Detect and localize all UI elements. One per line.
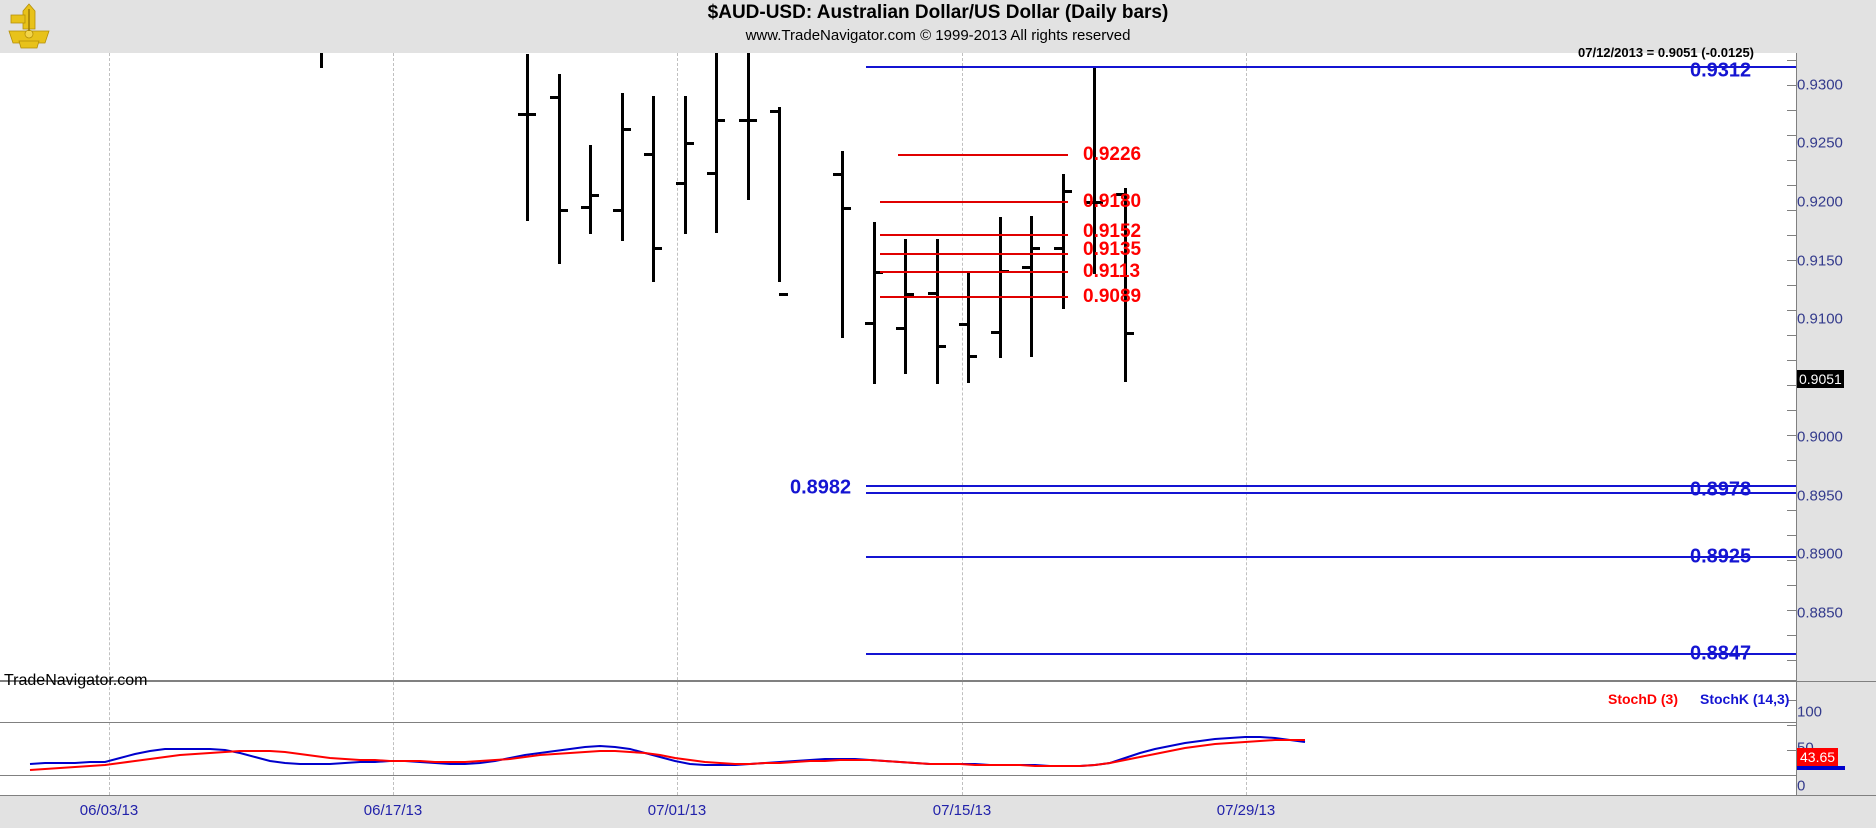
stoch-value-tag: 43.65 [1797, 748, 1839, 766]
stochastic-curves [29, 736, 1306, 771]
vgrid-0701 [677, 53, 678, 795]
stoch-k-legend: StochK (14,3) [1700, 691, 1790, 707]
blue-label-8982: 0.8982 [790, 476, 852, 499]
blue-label-8925: 0.8925 [1690, 545, 1752, 568]
price-tick-label: 0.8850 [1797, 604, 1843, 622]
resistance-line-9226 [898, 154, 1068, 156]
blue-line-8847 [866, 653, 1796, 655]
price-tick-label: 0.9000 [1797, 428, 1843, 446]
blue-label-8978: 0.8978 [1690, 478, 1752, 501]
stoch-tick-0: 0 [1797, 777, 1806, 795]
resistance-line-9152 [880, 234, 1068, 236]
blue-label-9312: 0.9312 [1690, 59, 1752, 82]
blue-label-8847: 0.8847 [1690, 642, 1752, 665]
date-axis [0, 795, 1876, 828]
price-tick-label: 0.9200 [1797, 193, 1843, 211]
page-title: $AUD-USD: Australian Dollar/US Dollar (D… [707, 2, 1169, 23]
stoch-tick-100: 100 [1797, 703, 1823, 721]
stoch-d-line [29, 739, 1305, 771]
resistance-label-9180: 0.9180 [1083, 191, 1142, 212]
stoch-gridline-20 [0, 775, 1796, 776]
date-tick-label: 06/03/13 [79, 802, 139, 819]
date-tick-label: 06/17/13 [363, 802, 423, 819]
resistance-line-9089 [880, 296, 1068, 298]
axis-divider [1796, 681, 1876, 682]
resistance-label-9152: 0.9152 [1083, 221, 1142, 242]
quote-readout: 07/12/2013 = 0.9051 (-0.0125) [1578, 45, 1755, 60]
resistance-label-9113: 0.9113 [1083, 261, 1141, 282]
price-tick-label: 0.9250 [1797, 134, 1843, 152]
price-tick-label: 0.8950 [1797, 487, 1843, 505]
current-price-tag: 0.9051 [1797, 370, 1844, 388]
price-tick-label: 0.9300 [1797, 76, 1843, 94]
date-tick-label: 07/01/13 [647, 802, 707, 819]
price-pane [0, 53, 1796, 681]
date-tick-label: 07/15/13 [932, 802, 992, 819]
vgrid-0603 [109, 53, 110, 795]
resistance-label-9089: 0.9089 [1083, 286, 1142, 307]
blue-line-8988 [866, 485, 1796, 487]
price-axis [1796, 53, 1876, 795]
resistance-label-9135: 0.9135 [1083, 239, 1142, 260]
blue-line-8925 [866, 556, 1796, 558]
pane-divider [0, 681, 1796, 682]
resistance-line-9135 [880, 253, 1068, 255]
stoch-k-marker [1797, 766, 1845, 770]
stoch-d-legend: StochD (3) [1608, 691, 1678, 707]
copyright-subtitle: www.TradeNavigator.com © 1999-2013 All r… [745, 27, 1131, 44]
sextant-icon [5, 1, 53, 51]
blue-line-8978 [866, 492, 1796, 494]
price-tick-label: 0.9100 [1797, 310, 1843, 328]
watermark: TradeNavigator.com [4, 672, 148, 689]
price-tick-label: 0.8900 [1797, 545, 1843, 563]
vgrid-0617 [393, 53, 394, 795]
date-tick-label: 07/29/13 [1216, 802, 1276, 819]
stoch-gridline-80 [0, 722, 1796, 723]
price-tick-label: 0.9150 [1797, 252, 1843, 270]
vgrid-0729 [1246, 53, 1247, 795]
resistance-label-9226: 0.9226 [1083, 144, 1142, 165]
blue-line-9312 [866, 66, 1796, 68]
vgrid-0715 [962, 53, 963, 795]
resistance-line-9180 [880, 201, 1068, 203]
resistance-line-9113 [880, 271, 1068, 273]
chart-header: $AUD-USD: Australian Dollar/US Dollar (D… [0, 0, 1876, 53]
indicator-pane [0, 681, 1796, 795]
